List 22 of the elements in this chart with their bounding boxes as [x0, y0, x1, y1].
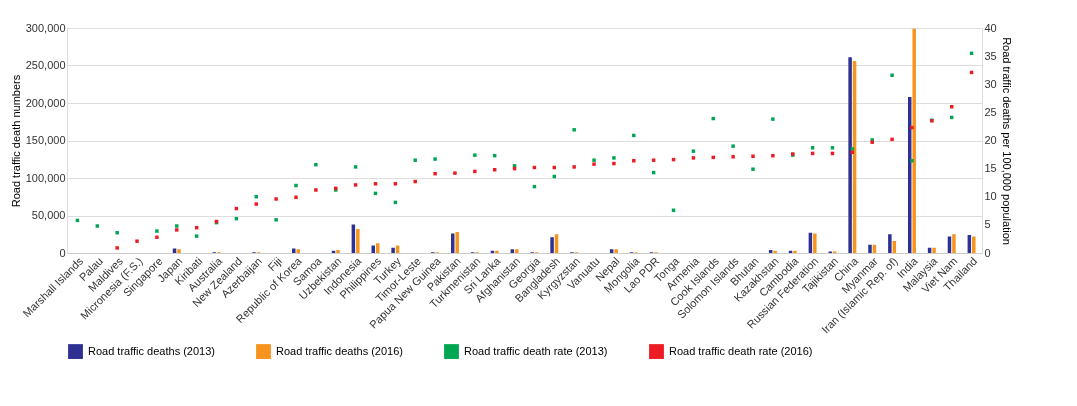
y-tick-label: 250,000: [25, 59, 66, 71]
y2-tick-label: 20: [984, 134, 997, 146]
y2-tick-label: 15: [984, 162, 997, 175]
y2-tick-label: 30: [984, 77, 997, 90]
y-tick-label: 300,000: [25, 21, 66, 34]
y-tick-label: 200,000: [25, 96, 66, 109]
y-tick-label: 150,000: [25, 134, 66, 146]
legend-label: Road traffic deaths (2016): [276, 344, 403, 357]
legend-label: Road traffic deaths (2013): [88, 344, 215, 357]
y2-tick-label: 25: [984, 105, 997, 118]
y-tick-label: 100,000: [25, 171, 66, 184]
y2-tick-label: 40: [984, 21, 997, 34]
legend-label: Road traffic death rate (2016): [669, 344, 813, 357]
y2-tick-label: 35: [984, 49, 997, 62]
y2-tick-label: 10: [984, 190, 997, 203]
y-tick-label: 0: [59, 246, 66, 259]
legend-label: Road traffic death rate (2013): [464, 344, 608, 357]
y-axis-title: Road traffic death numbers: [9, 74, 22, 208]
y2-axis-title: Road traffic deaths per 100,000 population: [1000, 37, 1013, 245]
y2-tick-label: 0: [984, 246, 991, 259]
y2-tick-label: 5: [984, 218, 991, 231]
y-tick-label: 50,000: [31, 209, 66, 221]
